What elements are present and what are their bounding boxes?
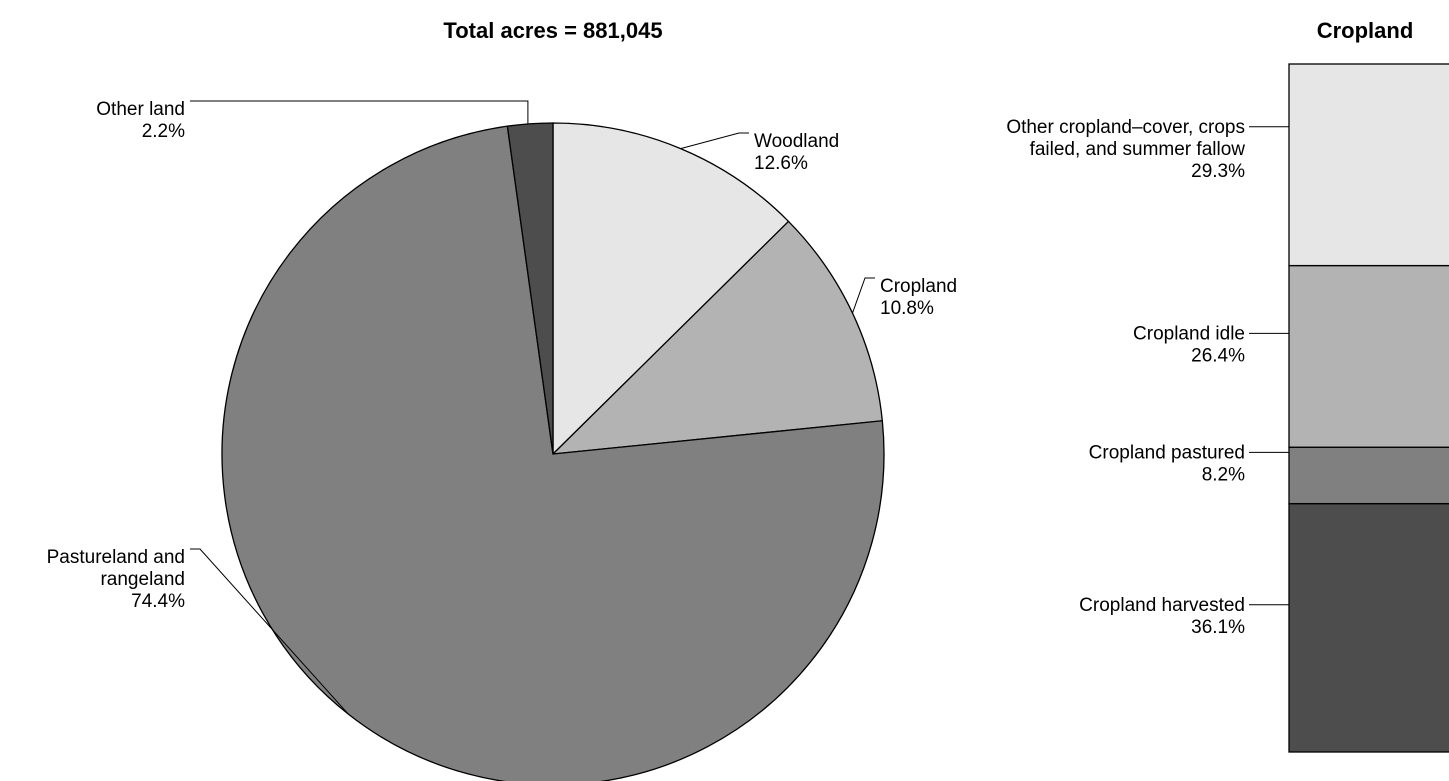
- pie-leader-cropland: [852, 277, 875, 314]
- pie-category-label-pastureland-and-rangeland: Pastureland and: [47, 547, 185, 568]
- bar-value-label-cropland-idle: 26.4%: [1191, 345, 1245, 366]
- bar-segment-other-cropland-cover-crops-failed-and-summer-fallow: [1288, 63, 1449, 267]
- pie-category-label-cropland: Cropland: [880, 276, 957, 297]
- pie-value-label-pastureland-and-rangeland: 74.4%: [131, 591, 185, 612]
- bar-category-label-cropland-harvested: Cropland harvested: [1079, 595, 1245, 616]
- pie-leader-woodland: [680, 132, 749, 150]
- pie-slice-other-land: [506, 122, 554, 455]
- bar-segment-cropland-idle: [1288, 264, 1449, 448]
- bar-category-label-cropland-pastured: Cropland pastured: [1089, 442, 1245, 463]
- pie-value-label-cropland: 10.8%: [880, 298, 934, 319]
- pie-chart-title: Total acres = 881,045: [443, 18, 662, 43]
- pie-category-label-woodland: Woodland: [754, 131, 839, 152]
- bar-segment-cropland-pastured: [1288, 446, 1449, 505]
- bar-value-label-cropland-harvested: 36.1%: [1191, 617, 1245, 638]
- pie-category-label-other-land: Other land: [96, 99, 185, 120]
- pie-leader-other-land: [190, 100, 529, 124]
- bar-value-label-other-cropland-cover-crops-failed-and-summer-fallow: 29.3%: [1191, 161, 1245, 182]
- pie-category-label-pastureland-and-rangeland: rangeland: [100, 569, 185, 590]
- bar-value-label-cropland-pastured: 8.2%: [1202, 464, 1245, 485]
- bar-chart-title: Cropland: [1317, 18, 1414, 43]
- bar-category-label-cropland-idle: Cropland idle: [1133, 323, 1245, 344]
- pie-leader-pastureland-and-rangeland: [190, 548, 349, 715]
- pie-value-label-other-land: 2.2%: [142, 121, 185, 142]
- bar-category-label-other-cropland-cover-crops-failed-and-summer-fallow: failed, and summer fallow: [1030, 139, 1246, 160]
- pie-slice-cropland: [551, 220, 884, 455]
- bar-category-label-other-cropland-cover-crops-failed-and-summer-fallow: Other cropland–cover, crops: [1006, 117, 1245, 138]
- pie-value-label-woodland: 12.6%: [754, 153, 808, 174]
- bar-segment-cropland-harvested: [1288, 502, 1449, 753]
